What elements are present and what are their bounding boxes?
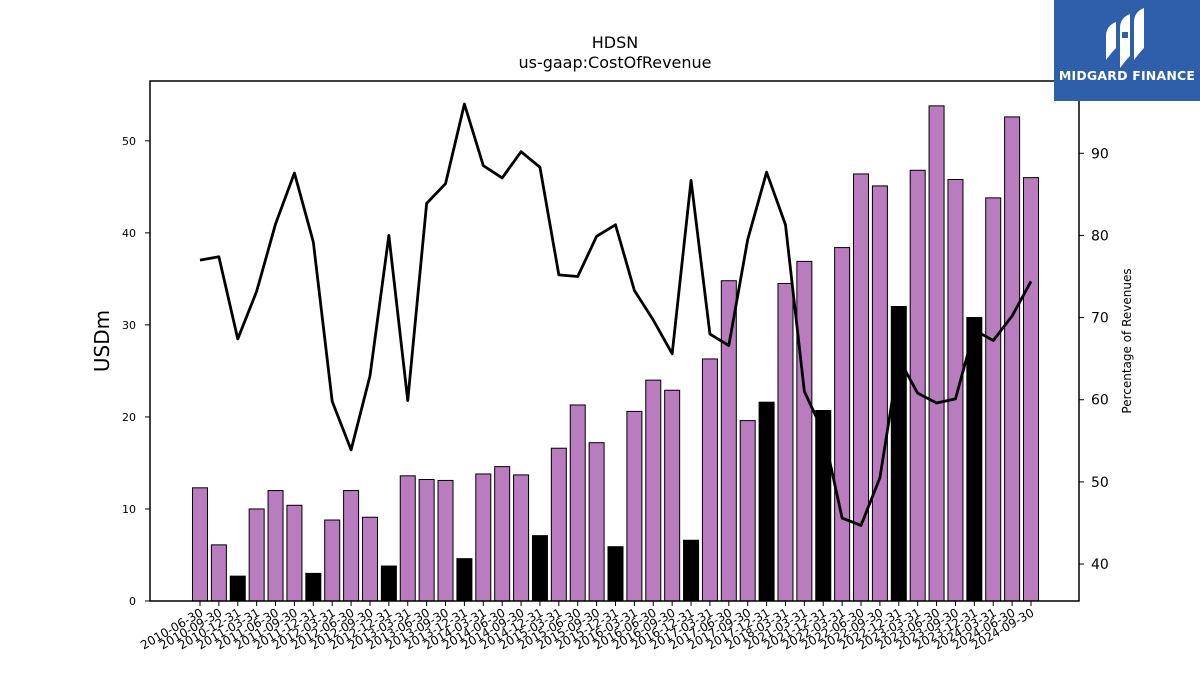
y2-tick-label: 70 xyxy=(1091,311,1109,327)
bar-2011-12-31 xyxy=(305,572,322,602)
brand-name: MIDGARD FINANCE xyxy=(1058,68,1196,83)
bar-2013-09-30 xyxy=(437,479,454,602)
midgard-logo-icon xyxy=(1106,8,1144,68)
bars-layer xyxy=(192,105,1039,602)
bar-2010-06-30 xyxy=(192,487,208,602)
bar-2011-09-30 xyxy=(286,504,303,602)
bar-2011-06-30 xyxy=(267,490,284,602)
y2-tick-label: 90 xyxy=(1091,146,1109,162)
bar-2015-09-30 xyxy=(588,442,605,602)
bar-2017-12-31 xyxy=(758,401,775,602)
y2-tick-label: 80 xyxy=(1091,228,1109,244)
bar-2015-03-31 xyxy=(550,447,567,602)
bar-2016-06-30 xyxy=(645,379,662,602)
brand-logo: MIDGARD FINANCE xyxy=(1054,0,1200,101)
line-layer xyxy=(199,102,1033,527)
y2-tick-label: 40 xyxy=(1091,557,1109,573)
bar-2014-09-30 xyxy=(513,474,530,602)
y-tick-label: 50 xyxy=(122,135,136,148)
y-axis-right: 40 50 60 70 80 90 xyxy=(1079,146,1109,573)
bar-2016-12-31 xyxy=(683,539,700,602)
y-tick-label: 20 xyxy=(122,411,136,424)
bar-2023-06-30 xyxy=(928,105,945,602)
bar-2012-09-30 xyxy=(361,516,378,602)
bar-2021-03-31 xyxy=(796,260,813,602)
bar-2015-06-30 xyxy=(569,404,586,602)
bar-2022-12-31 xyxy=(890,305,907,602)
bar-2014-03-31 xyxy=(475,473,492,602)
y-axis-label: USDm xyxy=(90,310,114,372)
y2-tick-label: 50 xyxy=(1091,475,1109,491)
y-tick-label: 30 xyxy=(122,319,136,332)
percentage-line xyxy=(199,102,1033,527)
bar-2013-03-31 xyxy=(399,475,416,602)
bar-2013-06-30 xyxy=(418,479,435,602)
bar-2014-06-30 xyxy=(494,466,511,602)
chart-subtitle: us-gaap:CostOfRevenue xyxy=(518,53,711,72)
y-axis-left: 0 10 20 30 40 50 xyxy=(122,135,150,608)
bar-2022-09-30 xyxy=(871,185,888,602)
bar-2018-03-31 xyxy=(777,282,794,602)
bar-2024-09-30 xyxy=(1023,177,1039,602)
y-tick-label: 0 xyxy=(129,595,136,608)
bar-2014-12-31 xyxy=(531,535,548,602)
y-tick-label: 40 xyxy=(122,227,136,240)
bar-2023-12-31 xyxy=(966,317,983,602)
bar-2017-03-31 xyxy=(701,358,718,602)
y2-axis-label: Percentage of Revenues xyxy=(1120,268,1134,413)
plot-frame xyxy=(149,80,1080,602)
chart-title: HDSN xyxy=(592,33,638,52)
bar-2010-12-31 xyxy=(229,575,246,602)
y-tick-label: 10 xyxy=(122,503,136,516)
bar-2012-03-31 xyxy=(324,519,341,602)
bar-2017-09-30 xyxy=(739,420,756,602)
bar-2011-03-31 xyxy=(248,508,265,602)
bar-2012-12-31 xyxy=(380,565,397,602)
bar-2017-06-30 xyxy=(720,280,737,602)
bar-2022-06-30 xyxy=(853,173,870,602)
bar-2012-06-30 xyxy=(343,490,360,602)
bar-2022-03-31 xyxy=(834,247,851,602)
bar-2024-03-31 xyxy=(985,197,1002,602)
bar-2021-12-31 xyxy=(815,409,832,602)
bar-2024-06-30 xyxy=(1004,116,1021,602)
bar-2015-12-31 xyxy=(607,546,624,602)
bar-2016-09-30 xyxy=(664,389,681,602)
bar-2010-09-30 xyxy=(210,544,227,602)
y2-tick-label: 60 xyxy=(1091,393,1109,409)
x-axis: 2010-06-302010-09-302010-12-312011-03-31… xyxy=(138,601,1037,652)
bar-2023-09-30 xyxy=(947,178,964,602)
bar-2013-12-31 xyxy=(456,558,473,602)
bar-2016-03-31 xyxy=(626,410,643,602)
